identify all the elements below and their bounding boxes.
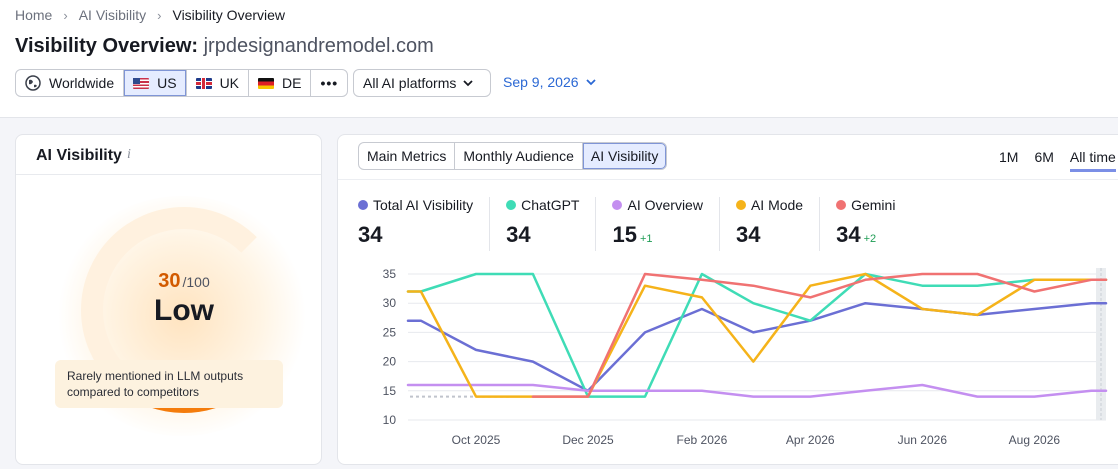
region-uk-label: UK <box>219 75 240 91</box>
range-1m[interactable]: 1M <box>999 149 1019 165</box>
ai-visibility-card-header: AI Visibility i <box>16 135 321 175</box>
chevron-down-icon <box>463 79 474 86</box>
tab-monthly-audience[interactable]: Monthly Audience <box>455 143 583 169</box>
metric-ai-mode[interactable]: AI Mode 34 <box>735 197 821 251</box>
metric-gemini[interactable]: Gemini 34 +2 <box>836 197 911 251</box>
trend-card: Main Metrics Monthly Audience AI Visibil… <box>337 134 1118 465</box>
ai-mode-series-line <box>406 272 1108 398</box>
chevron-down-icon <box>585 78 596 85</box>
chatgpt-series-line <box>406 272 1108 398</box>
info-icon[interactable]: i <box>126 147 131 162</box>
gauge-score-value: 30 <box>158 270 181 292</box>
metric-value: 15 <box>612 222 637 247</box>
total-ai-visibility-series-line <box>406 301 1108 393</box>
metric-delta: +1 <box>639 233 653 245</box>
chevron-right-icon: › <box>63 7 68 23</box>
more-dots-icon: ••• <box>320 75 339 91</box>
region-de-button[interactable]: DE <box>249 70 312 96</box>
metric-label: Gemini <box>851 197 896 213</box>
x-tick-label: Oct 2025 <box>452 433 501 447</box>
us-flag-icon <box>133 77 150 89</box>
visibility-trend-chart: 10 15 20 25 30 35 Oct 2025 Dec 2025 Feb 2026 Apr … <box>383 267 1108 447</box>
metric-tabs: Main Metrics Monthly Audience AI Visibil… <box>358 142 668 170</box>
y-tick-label: 30 <box>383 296 397 310</box>
uk-flag-icon <box>195 77 212 89</box>
y-tick-label: 15 <box>383 384 397 398</box>
more-regions-button[interactable]: ••• <box>311 70 347 96</box>
total-ai-visibility-legend-dot <box>358 200 368 210</box>
metric-ai-overview[interactable]: AI Overview 15 +1 <box>612 197 720 251</box>
range-6m[interactable]: 6M <box>1034 149 1054 165</box>
breadcrumb-ai-visibility[interactable]: AI Visibility <box>78 7 147 23</box>
breadcrumb-home[interactable]: Home <box>15 7 53 23</box>
header: Home › AI Visibility › Visibility Overvi… <box>0 0 1118 118</box>
platform-select[interactable]: All AI platforms <box>353 69 491 97</box>
y-tick-label: 20 <box>383 355 397 369</box>
metric-value: 34 <box>506 222 531 247</box>
gauge-score: 30/100 <box>124 270 244 293</box>
page-title-label: Visibility Overview: <box>15 35 199 57</box>
gauge-level: Low <box>154 294 214 327</box>
ai-overview-series-line <box>406 383 1108 398</box>
region-uk-button[interactable]: UK <box>187 70 250 96</box>
metric-value: 34 <box>836 222 861 247</box>
date-select[interactable]: Sep 9, 2026 <box>503 74 596 90</box>
x-tick-label: Apr 2026 <box>786 433 835 447</box>
x-tick-label: Aug 2026 <box>1009 433 1061 447</box>
metric-label: ChatGPT <box>521 197 580 213</box>
tab-main-metrics[interactable]: Main Metrics <box>359 143 456 169</box>
region-de-label: DE <box>282 75 302 91</box>
metric-summary: Total AI Visibility 34 ChatGPT 34 AI Ove… <box>358 197 927 251</box>
metric-total-ai-visibility[interactable]: Total AI Visibility 34 <box>358 197 491 251</box>
region-filter: Worldwide US UK DE ••• <box>15 69 349 97</box>
platform-select-label: All AI platforms <box>363 75 457 91</box>
gemini-series-line <box>531 272 1108 398</box>
gauge-note: Rarely mentioned in LLM outputs compared… <box>55 360 283 408</box>
divider <box>338 179 1118 180</box>
x-tick-label: Dec 2025 <box>562 433 614 447</box>
ai-overview-legend-dot <box>612 200 623 210</box>
y-tick-label: 35 <box>383 267 397 281</box>
page-title: Visibility Overview: jrpdesignandremodel… <box>15 35 434 58</box>
globe-icon <box>25 75 41 91</box>
metric-value: 34 <box>735 222 761 247</box>
breadcrumb: Home › AI Visibility › Visibility Overvi… <box>15 7 285 23</box>
breadcrumb-current: Visibility Overview <box>172 7 286 23</box>
x-tick-label: Feb 2026 <box>677 433 728 447</box>
metric-label: Total AI Visibility <box>373 197 474 213</box>
ai-mode-legend-dot <box>735 200 746 210</box>
region-worldwide-button[interactable]: Worldwide <box>16 70 125 96</box>
region-worldwide-label: Worldwide <box>49 75 115 91</box>
tab-ai-visibility[interactable]: AI Visibility <box>582 143 667 169</box>
metric-value: 34 <box>358 222 383 247</box>
x-tick-label: Jun 2026 <box>898 433 948 447</box>
de-flag-icon <box>258 77 275 89</box>
visibility-gauge: 30/100 Low Rarely mentioned in LLM outpu… <box>16 176 321 464</box>
gauge-score-max: /100 <box>182 274 210 290</box>
chevron-right-icon: › <box>157 7 162 23</box>
region-us-button[interactable]: US <box>124 70 187 96</box>
time-range-selector: 1M 6M All time <box>999 149 1118 172</box>
region-us-label: US <box>157 75 177 91</box>
ai-visibility-card-title: AI Visibility <box>36 147 122 164</box>
metric-label: AI Overview <box>627 197 703 213</box>
range-all-time[interactable]: All time <box>1069 149 1116 172</box>
date-select-label: Sep 9, 2026 <box>503 74 579 90</box>
y-tick-label: 25 <box>383 325 397 339</box>
metric-delta: +2 <box>863 233 877 245</box>
page-title-domain: jrpdesignandremodel.com <box>203 35 434 57</box>
chatgpt-legend-dot <box>506 200 517 210</box>
ai-visibility-card: AI Visibility i 30/100 Low Rarely mentio… <box>15 134 322 465</box>
metric-chatgpt[interactable]: ChatGPT 34 <box>506 197 597 251</box>
metric-label: AI Mode <box>750 197 804 213</box>
gemini-legend-dot <box>836 200 847 210</box>
y-tick-label: 10 <box>383 413 397 427</box>
